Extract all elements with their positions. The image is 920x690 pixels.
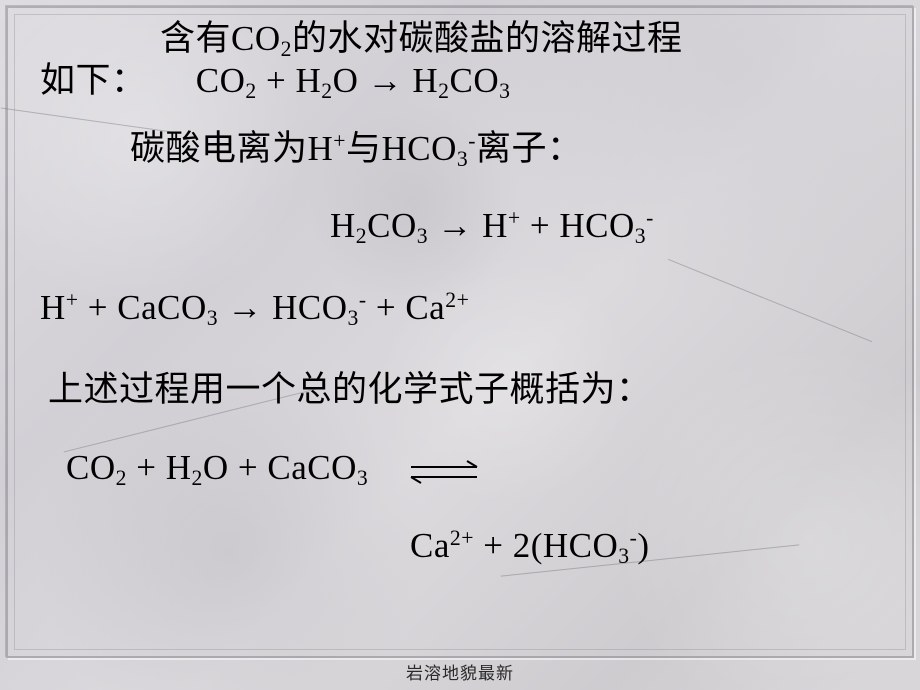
equilibrium-arrow-icon	[405, 457, 483, 485]
text-line-3: 碳酸电离为H+与HCO3-离子：	[40, 130, 880, 168]
equation-1: CO2 + H2O → H2CO3	[187, 61, 511, 100]
equation-3: H+ + CaCO3 → HCO3- + Ca2+	[40, 289, 880, 327]
text-line-1: 含有CO2的水对碳酸盐的溶解过程	[40, 20, 880, 58]
slide: 含有CO2的水对碳酸盐的溶解过程 如下： CO2 + H2O → H2CO3 碳…	[0, 0, 920, 690]
text: 离子：	[476, 129, 583, 168]
text: 碳酸电离为H	[130, 129, 333, 168]
equation-5: Ca2+ + 2(HCO3-)	[40, 527, 880, 565]
text-line-4: 上述过程用一个总的化学式子概括为：	[40, 371, 880, 409]
text: 含有CO	[160, 19, 281, 58]
subscript: 2	[281, 37, 292, 61]
slide-content: 含有CO2的水对碳酸盐的溶解过程 如下： CO2 + H2O → H2CO3 碳…	[14, 14, 906, 650]
subscript: 3	[457, 147, 468, 171]
equation-2: H2CO3 → H+ + HCO3-	[40, 207, 880, 245]
slide-footer: 岩溶地貌最新	[0, 659, 920, 684]
superscript: +	[333, 129, 346, 153]
equation-4: CO2 + H2O + CaCO3	[40, 449, 880, 487]
text: 上述过程用一个总的化学式子概括为：	[48, 370, 652, 409]
text: 与HCO	[346, 129, 457, 168]
text-line-2: 如下： CO2 + H2O → H2CO3	[40, 62, 880, 100]
superscript: -	[468, 129, 476, 153]
text: 的水对碳酸盐的溶解过程	[292, 19, 683, 58]
text: 如下：	[40, 61, 147, 100]
